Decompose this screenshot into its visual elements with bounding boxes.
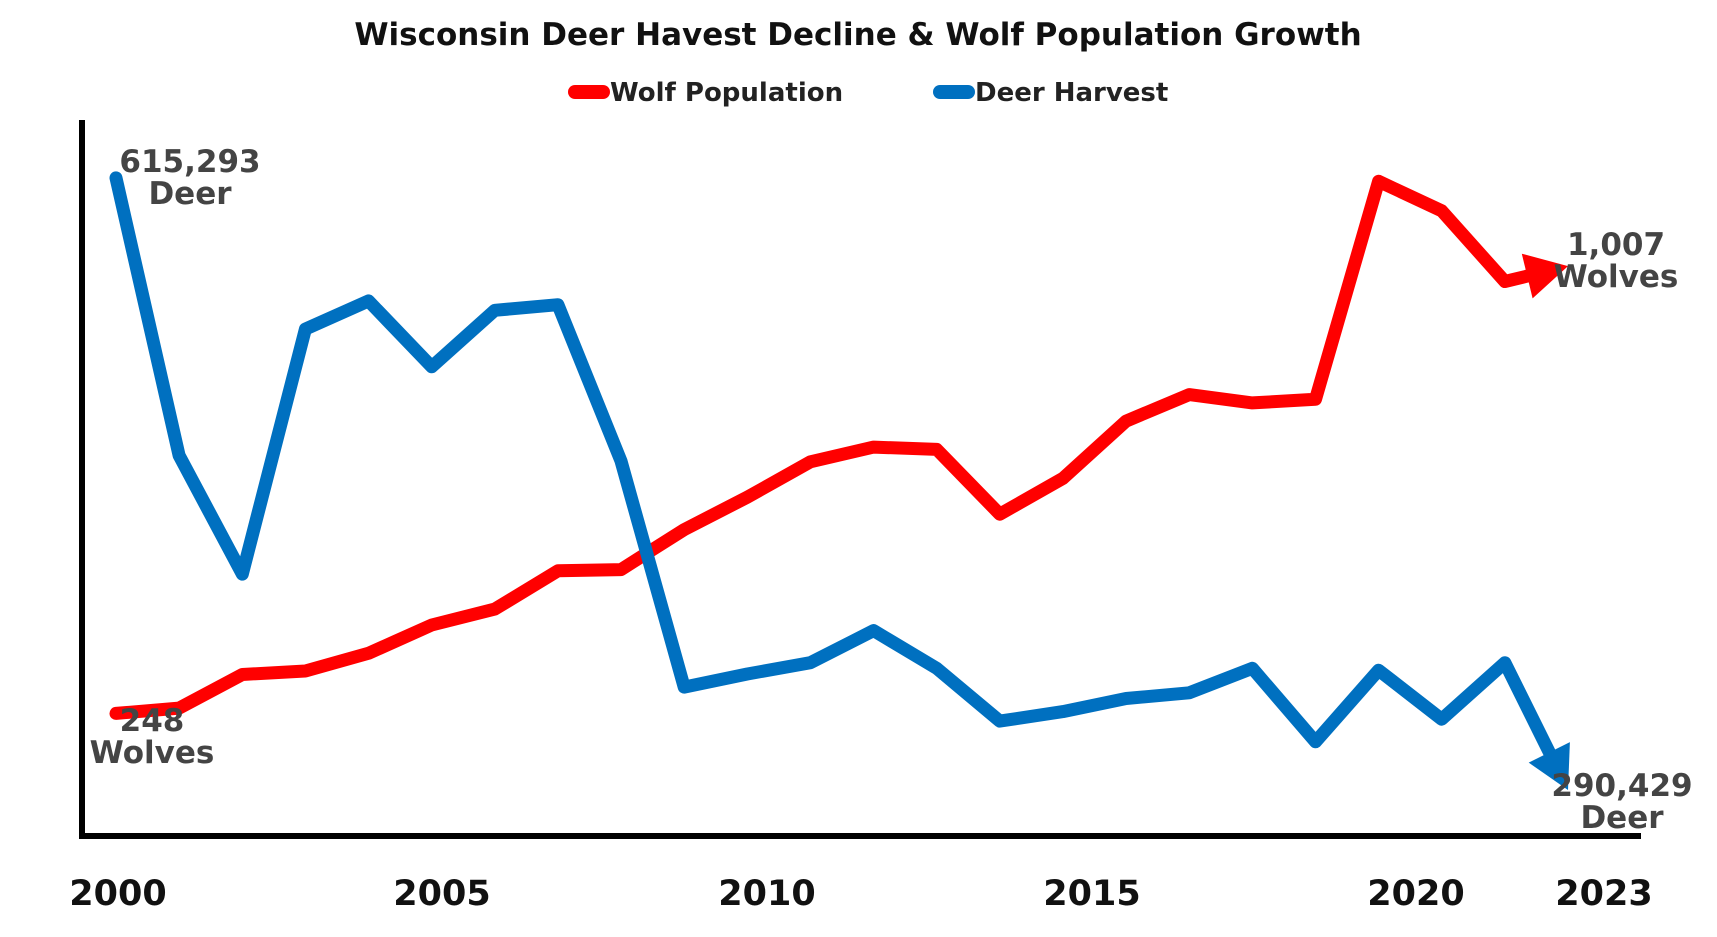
x-tick-label-2020: 2020 [1367,874,1464,914]
annotation-line: 615,293 [119,144,260,180]
x-tick-labels: 2000 2005 2010 2015 2020 2023 [69,874,1652,914]
annotation-line: Wolves [1554,259,1679,295]
x-tick-label-2015: 2015 [1043,874,1140,914]
annotation-line: Deer [148,176,232,212]
annotation-615-293-deer: 615,293 Deer [119,144,260,212]
x-tick-label-2005: 2005 [393,874,490,914]
x-tick-label-2023: 2023 [1555,874,1652,914]
annotation-line: 1,007 [1567,227,1665,263]
series-arrowhead-wolf-population [1521,253,1568,299]
annotation-290-429-deer: 290,429 Deer [1551,768,1692,836]
series-arrowhead-deer-harvest [1528,742,1570,790]
series-line-wolf-population [109,174,1534,720]
annotation-248-wolves: 248 Wolves [90,703,215,771]
chart-title: Wisconsin Deer Havest Decline & Wolf Pop… [354,17,1361,53]
annotation-1-007-wolves: 1,007 Wolves [1554,227,1679,295]
legend: Wolf Population Deer Harvest [568,78,1168,108]
annotation-line: Wolves [90,735,215,771]
series-lines [109,171,1570,790]
legend-label-deer-harvest: Deer Harvest [975,78,1168,108]
annotation-line: 290,429 [1551,768,1692,804]
plot-frame [79,120,1641,839]
x-tick-label-2000: 2000 [69,874,166,914]
series-line-deer-harvest [109,171,1556,759]
annotation-line: Deer [1580,800,1664,836]
annotation-line: 248 [120,703,185,739]
x-tick-label-2010: 2010 [718,874,815,914]
legend-label-wolf-population: Wolf Population [610,78,843,108]
